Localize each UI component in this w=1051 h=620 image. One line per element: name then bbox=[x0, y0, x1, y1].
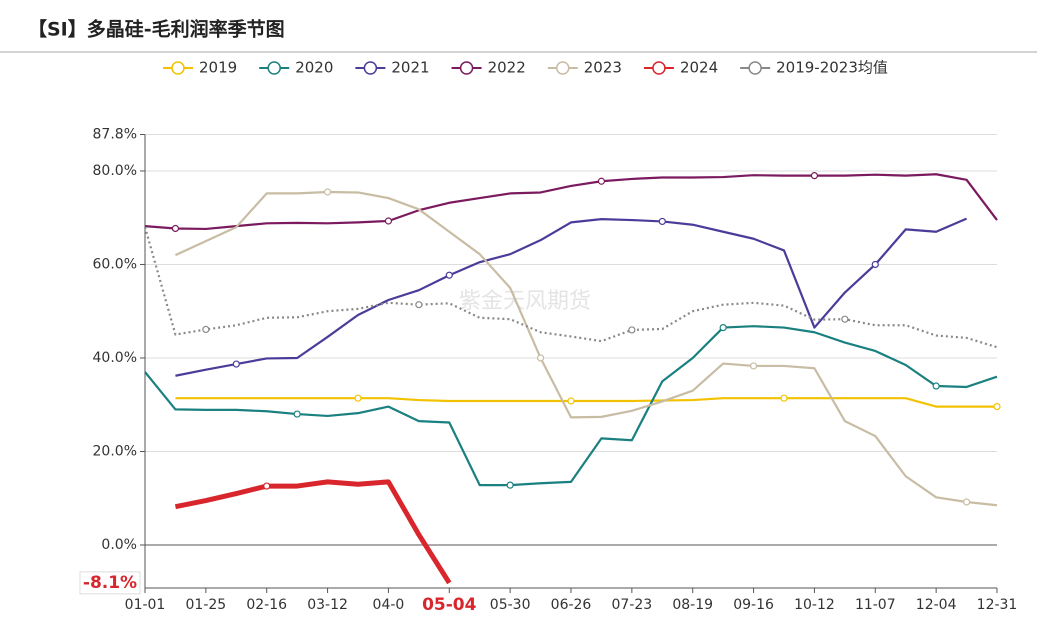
legend-label: 2023 bbox=[584, 59, 622, 77]
legend-label: 2020 bbox=[295, 59, 333, 77]
y-tick-label: 87.8% bbox=[93, 127, 137, 143]
legend-marker bbox=[363, 61, 378, 75]
legend-marker bbox=[748, 61, 762, 75]
series-marker bbox=[263, 482, 271, 490]
series-marker bbox=[232, 360, 240, 368]
series-marker bbox=[323, 188, 332, 196]
series-marker bbox=[780, 394, 788, 402]
x-tick-label: 09-16 bbox=[733, 597, 774, 613]
legend-label: 2019 bbox=[199, 59, 237, 77]
legend-marker bbox=[459, 61, 474, 75]
series-marker bbox=[993, 403, 1001, 411]
legend-marker bbox=[556, 61, 570, 75]
legend-marker bbox=[267, 61, 281, 75]
series-marker bbox=[628, 326, 636, 334]
chart-title: 【SI】多晶硅-毛利润率季节图 bbox=[28, 18, 285, 41]
series-marker bbox=[932, 382, 940, 390]
x-tick-label: 12-04 bbox=[916, 597, 957, 613]
x-tick-label: 12-31 bbox=[977, 597, 1018, 613]
series-marker bbox=[810, 172, 819, 180]
series-marker bbox=[597, 177, 606, 185]
series-line bbox=[174, 479, 452, 585]
x-tick-label: 03-12 bbox=[307, 597, 348, 613]
x-tick-label: 05-30 bbox=[490, 597, 531, 613]
series-marker bbox=[415, 301, 423, 309]
legend-marker bbox=[171, 61, 185, 75]
series-line bbox=[174, 190, 998, 507]
y-tick-label: 40.0% bbox=[93, 350, 137, 366]
series-marker bbox=[445, 271, 453, 279]
series-line bbox=[144, 325, 998, 487]
y-tick-label: 80.0% bbox=[93, 163, 137, 179]
legend-label: 2024 bbox=[680, 59, 718, 77]
x-tick-label: 06-26 bbox=[551, 597, 592, 613]
legend-label: 2022 bbox=[488, 59, 526, 77]
watermark: 紫金天风期货 bbox=[459, 289, 591, 314]
series-marker bbox=[536, 354, 545, 362]
series-line bbox=[144, 173, 998, 231]
series-marker bbox=[171, 224, 180, 233]
x-tick-label: 01-25 bbox=[186, 597, 227, 613]
series-line bbox=[143, 226, 998, 349]
series-marker bbox=[567, 397, 575, 405]
series-line bbox=[175, 397, 997, 408]
highlight-label: -8.1% bbox=[83, 573, 137, 593]
series-marker bbox=[202, 325, 210, 334]
x-tick-label: 07-23 bbox=[612, 597, 653, 613]
x-tick-label: 01-01 bbox=[125, 597, 166, 613]
series-marker bbox=[658, 217, 666, 226]
series-marker bbox=[871, 260, 879, 269]
series-marker bbox=[293, 410, 301, 418]
y-tick-label: 20.0% bbox=[93, 443, 137, 459]
y-tick-label: 0.0% bbox=[101, 537, 137, 553]
x-tick-label: 11-07 bbox=[855, 597, 896, 613]
series-line bbox=[175, 217, 968, 377]
legend-label: 2019-2023均值 bbox=[776, 59, 888, 77]
x-tick-label: 02-16 bbox=[246, 597, 287, 613]
series-marker bbox=[384, 217, 393, 225]
series-marker bbox=[841, 315, 849, 323]
x-tick-label: 04-0 bbox=[373, 597, 405, 613]
x-tick-label: 05-04 bbox=[422, 595, 477, 615]
series-marker bbox=[962, 498, 971, 506]
series-marker bbox=[749, 362, 758, 370]
series-marker bbox=[506, 481, 514, 489]
y-tick-label: 60.0% bbox=[93, 256, 137, 272]
series-marker bbox=[354, 394, 362, 402]
series-marker bbox=[719, 323, 727, 332]
x-tick-label: 08-19 bbox=[672, 597, 713, 613]
highlight-box bbox=[79, 571, 141, 595]
legend-marker bbox=[652, 61, 666, 75]
x-tick-label: 10-12 bbox=[794, 597, 835, 613]
legend-label: 2021 bbox=[391, 59, 429, 77]
